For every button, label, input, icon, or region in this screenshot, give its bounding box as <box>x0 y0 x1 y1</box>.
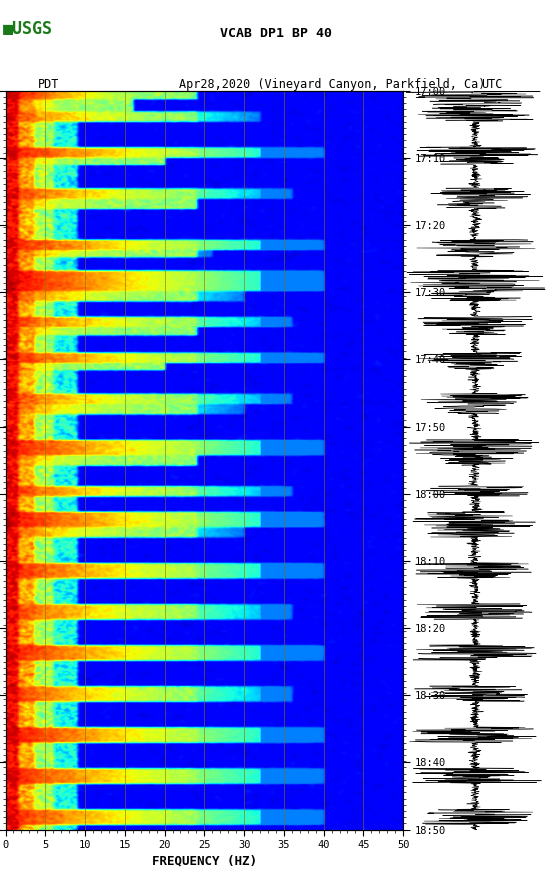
Text: Apr28,2020 (Vineyard Canyon, Parkfield, Ca): Apr28,2020 (Vineyard Canyon, Parkfield, … <box>179 78 485 91</box>
X-axis label: FREQUENCY (HZ): FREQUENCY (HZ) <box>152 855 257 867</box>
Text: VCAB DP1 BP 40: VCAB DP1 BP 40 <box>220 27 332 40</box>
Text: PDT: PDT <box>38 78 60 91</box>
Text: ■USGS: ■USGS <box>3 20 53 37</box>
Text: UTC: UTC <box>481 78 503 91</box>
